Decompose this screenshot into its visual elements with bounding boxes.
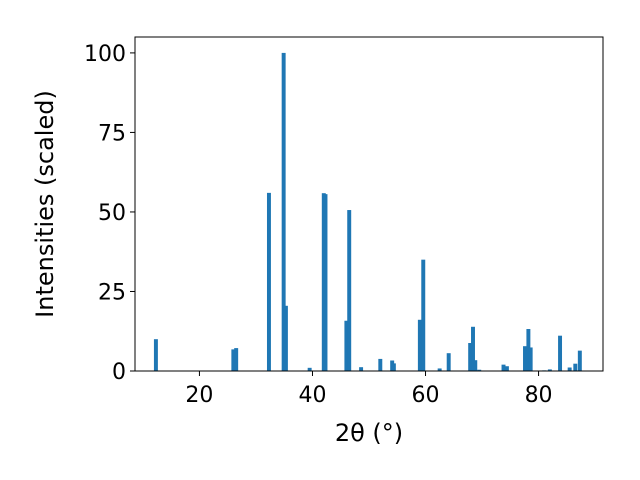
- bar: [528, 347, 533, 371]
- bar: [473, 360, 478, 371]
- bar: [347, 210, 352, 371]
- bar: [323, 194, 328, 371]
- x-tick-label: 40: [298, 383, 326, 408]
- bar: [378, 358, 383, 371]
- bar: [421, 259, 426, 371]
- bars-group: [153, 52, 582, 372]
- plot-frame: [134, 36, 604, 372]
- x-tick-label: 60: [412, 383, 440, 408]
- x-axis-label: 2θ (°): [335, 419, 403, 447]
- bar: [417, 319, 422, 371]
- bar: [526, 329, 531, 371]
- bar: [359, 367, 364, 371]
- bar: [477, 369, 482, 371]
- bar: [573, 363, 578, 371]
- bar: [234, 348, 239, 371]
- bar: [266, 192, 271, 371]
- bar: [547, 369, 552, 371]
- x-axis-ticks: 20 40 60 80: [185, 371, 553, 408]
- y-tick-label: 50: [98, 201, 126, 226]
- bar: [471, 326, 475, 371]
- bar: [468, 343, 473, 371]
- bar: [307, 367, 312, 371]
- bar: [504, 366, 509, 371]
- bar: [437, 368, 442, 371]
- x-tick-label: 20: [185, 383, 213, 408]
- bar: [558, 335, 563, 371]
- bar: [523, 346, 527, 371]
- y-tick-label: 75: [98, 121, 126, 146]
- bar: [153, 339, 158, 371]
- bar: [281, 52, 286, 372]
- bar: [391, 363, 396, 371]
- bar: [577, 350, 582, 371]
- bar: [344, 320, 349, 371]
- y-axis-label: Intensities (scaled): [31, 90, 59, 318]
- y-tick-label: 25: [98, 280, 126, 305]
- y-axis-ticks: 0 25 50 75 100: [84, 42, 135, 385]
- bar: [501, 364, 506, 371]
- bar: [446, 353, 451, 371]
- bar: [567, 367, 572, 371]
- y-tick-label: 100: [84, 42, 126, 67]
- x-tick-label: 80: [525, 383, 553, 408]
- bar: [283, 305, 288, 371]
- y-tick-label: 0: [112, 360, 126, 385]
- bar: [231, 349, 236, 371]
